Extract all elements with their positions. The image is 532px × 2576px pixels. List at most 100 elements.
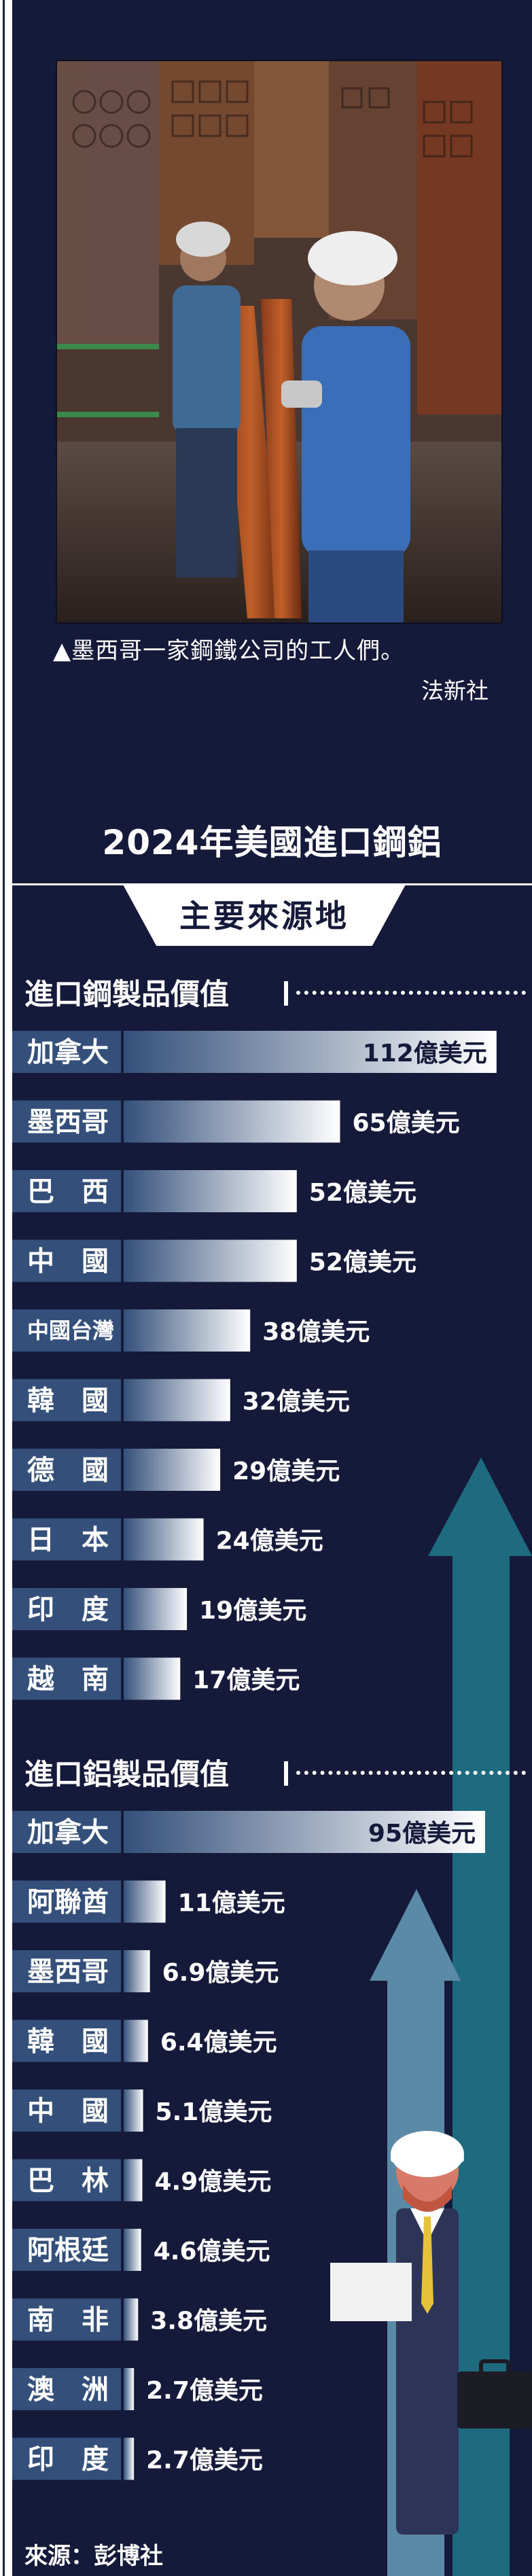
steel-category-label: 德 國 — [27, 1455, 109, 1486]
steel-category-box — [12, 1588, 121, 1630]
aluminum-category-label: 巴 林 — [27, 2166, 109, 2197]
steel-category-label: 中國台灣 — [27, 1318, 114, 1343]
steel-bar-row: 日 本 24億美元 — [12, 1518, 323, 1561]
aluminum-category-box — [12, 2368, 121, 2410]
steel-section-title: 進口鋼製品價值 — [24, 978, 229, 1012]
steel-category-box — [12, 1379, 121, 1422]
aluminum-category-label: 中 國 — [27, 2096, 109, 2127]
aluminum-bar-row: 韓 國 6.4億美元 — [12, 2019, 277, 2062]
steel-bar-row: 中 國 52億美元 — [12, 1239, 416, 1282]
steel-bar-row: 韓 國 32億美元 — [12, 1379, 350, 1422]
dark-panel: ▲墨西哥一家鋼鐵公司的工人們。 法新社 2024年美國進口鋼鋁 主要來源地 — [12, 0, 532, 2576]
aluminum-category-box — [12, 1880, 121, 1923]
steel-bar-row: 巴 西 52億美元 — [12, 1170, 416, 1212]
steel-value-label: 112億美元 — [363, 1040, 487, 1068]
steel-bar — [124, 1657, 181, 1700]
steel-category-box — [12, 1518, 121, 1561]
aluminum-bar — [124, 2159, 143, 2202]
aluminum-bar-row: 阿根廷 4.6億美元 — [12, 2229, 270, 2271]
aluminum-category-label: 韓 國 — [27, 2026, 109, 2058]
aluminum-category-box — [12, 2089, 121, 2132]
page-edge-line — [3, 0, 5, 2576]
aluminum-value-label: 4.6億美元 — [154, 2238, 270, 2265]
steel-value-label: 17億美元 — [192, 1667, 300, 1695]
steel-value-label: 52億美元 — [309, 1179, 416, 1207]
aluminum-category-box — [12, 2019, 121, 2062]
steel-bar-row: 加拿大 112億美元 — [12, 1031, 497, 1073]
aluminum-category-box — [12, 2298, 121, 2341]
aluminum-category-label: 南 非 — [27, 2305, 109, 2336]
steel-bar — [124, 1449, 221, 1491]
aluminum-value-label: 6.4億美元 — [160, 2029, 277, 2057]
aluminum-value-label: 6.9億美元 — [162, 1959, 279, 1987]
steel-value-label: 29億美元 — [232, 1458, 340, 1485]
aluminum-bar-row: 南 非 3.8億美元 — [12, 2298, 267, 2341]
steel-bar — [124, 1379, 230, 1422]
aluminum-category-box — [12, 2437, 121, 2480]
hard-hat-icon — [391, 2131, 464, 2177]
steel-value-label: 24億美元 — [216, 1528, 323, 1555]
aluminum-bar-row: 巴 林 4.9億美元 — [12, 2159, 271, 2202]
aluminum-bar — [124, 1950, 150, 1992]
aluminum-category-box — [12, 1950, 121, 1992]
steel-category-label: 巴 西 — [27, 1176, 109, 1207]
steel-bar — [124, 1100, 340, 1143]
aluminum-section-dots — [296, 1771, 526, 1775]
steel-category-box — [12, 1309, 121, 1352]
aluminum-category-box — [12, 2229, 121, 2271]
aluminum-category-box — [12, 2159, 121, 2202]
aluminum-value-label: 3.8億美元 — [150, 2308, 267, 2335]
aluminum-bar-row: 加拿大 95億美元 — [12, 1811, 485, 1853]
steel-bar-row: 中國台灣 38億美元 — [12, 1309, 370, 1352]
steel-value-label: 32億美元 — [243, 1388, 350, 1416]
aluminum-category-box — [12, 1811, 121, 1853]
aluminum-bar — [124, 2437, 135, 2480]
steel-category-label: 韓 國 — [27, 1386, 109, 1417]
aluminum-category-label: 印 度 — [27, 2444, 109, 2475]
steel-value-label: 65億美元 — [353, 1110, 460, 1137]
steel-workers-photo — [56, 60, 503, 624]
steel-bar-row: 德 國 29億美元 — [12, 1449, 340, 1491]
steel-category-label: 印 度 — [27, 1594, 109, 1625]
aluminum-bar-row: 印 度 2.7億美元 — [12, 2437, 263, 2480]
steel-bar — [124, 1588, 188, 1630]
steel-category-box — [12, 1239, 121, 1282]
steel-value-label: 38億美元 — [262, 1318, 370, 1346]
steel-bar-row: 墨西哥 65億美元 — [12, 1100, 460, 1143]
aluminum-section-tick — [284, 1761, 288, 1786]
subtitle-tab — [122, 883, 406, 946]
steel-bar — [124, 1170, 297, 1212]
steel-section-dots — [296, 991, 526, 995]
aluminum-bar-row: 阿聯酋 11億美元 — [12, 1880, 285, 1923]
aluminum-bar — [124, 1880, 166, 1923]
aluminum-value-label: 2.7億美元 — [146, 2447, 263, 2475]
aluminum-category-label: 阿根廷 — [27, 2235, 109, 2266]
steel-category-label: 墨西哥 — [27, 1107, 109, 1138]
aluminum-value-label: 95億美元 — [368, 1820, 476, 1848]
aluminum-bar — [124, 2368, 135, 2410]
aluminum-bar — [124, 1811, 485, 1853]
aluminum-value-label: 11億美元 — [178, 1890, 285, 1918]
steel-category-box — [12, 1100, 121, 1143]
steel-bar — [124, 1031, 497, 1073]
steel-value-label: 19億美元 — [199, 1597, 306, 1625]
steel-bar-row: 印 度 19億美元 — [12, 1588, 306, 1630]
steel-category-box — [12, 1031, 121, 1073]
aluminum-section-title: 進口鋁製品價值 — [24, 1758, 229, 1792]
steel-bar — [124, 1239, 297, 1282]
steel-category-box — [12, 1449, 121, 1491]
aluminum-bar-row: 澳 洲 2.7億美元 — [12, 2368, 263, 2410]
steel-bar-row: 越 南 17億美元 — [12, 1657, 300, 1700]
aluminum-category-label: 墨西哥 — [27, 1956, 109, 1988]
aluminum-bar-row: 墨西哥 6.9億美元 — [12, 1950, 279, 1992]
aluminum-bar-row: 中 國 5.1億美元 — [12, 2089, 272, 2132]
data-source: 來源：彭博社 — [24, 2543, 163, 2570]
aluminum-value-label: 5.1億美元 — [156, 2098, 272, 2126]
aluminum-category-label: 澳 洲 — [27, 2374, 109, 2405]
aluminum-bar — [124, 2019, 148, 2062]
aluminum-category-label: 加拿大 — [27, 1817, 109, 1848]
engineer-beard — [403, 2185, 452, 2212]
